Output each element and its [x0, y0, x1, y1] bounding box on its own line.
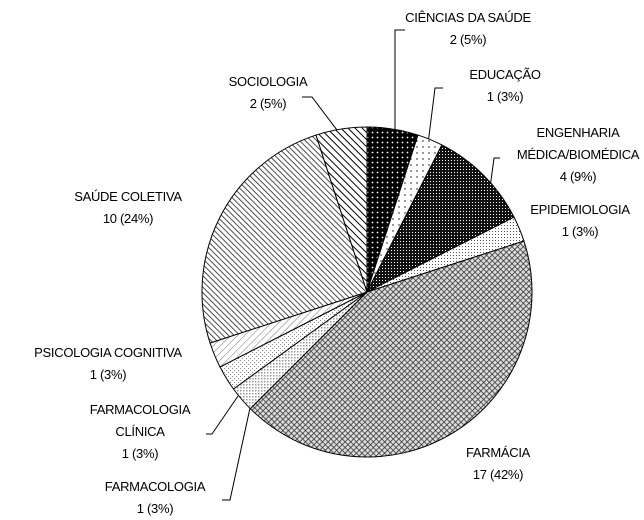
slice-label: EDUCAÇÃO 1 (3%)	[469, 64, 541, 108]
category-name: EDUCAÇÃO	[469, 67, 541, 82]
slice-label: CIÊNCIAS DA SAÚDE 2 (5%)	[405, 7, 531, 51]
pie-slice	[315, 126, 368, 293]
category-name: PSICOLOGIA COGNITIVA	[34, 345, 182, 360]
value-label: 17 (42%)	[472, 467, 524, 482]
value-label: 1 (3%)	[486, 89, 524, 104]
leader-line	[489, 157, 500, 189]
leader-line	[302, 96, 341, 135]
pie-slice	[201, 134, 368, 344]
category-name: CIÊNCIAS DA SAÚDE	[405, 10, 531, 25]
category-name: FARMÁCIA	[465, 445, 531, 460]
value-label: 1 (3%)	[121, 446, 159, 461]
slice-label: FARMACOLOGIA 1 (3%)	[104, 476, 206, 520]
leader-line	[427, 87, 443, 145]
leader-line	[222, 407, 251, 501]
value-label: 2 (5%)	[249, 96, 287, 111]
slices	[201, 126, 533, 458]
slice-label: SAÚDE COLETIVA 10 (24%)	[74, 186, 182, 230]
value-label: 1 (3%)	[136, 501, 174, 516]
value-label: 2 (5%)	[449, 32, 487, 47]
category-name: EPIDEMIOLOGIA	[530, 202, 630, 217]
slice-label: SOCIOLOGIA 2 (5%)	[229, 71, 308, 115]
leader-line	[394, 29, 405, 134]
value-label: 1 (3%)	[89, 367, 127, 382]
category-name: SAÚDE COLETIVA	[74, 189, 182, 204]
category-name: SOCIOLOGIA	[228, 74, 308, 89]
slice-label: FARMACOLOGIA CLÍNICA 1 (3%)	[89, 399, 191, 465]
slice-label: EPIDEMIOLOGIA 1 (3%)	[530, 199, 630, 243]
value-label: 10 (24%)	[102, 211, 154, 226]
category-name: FARMACOLOGIA	[104, 479, 206, 494]
category-name: FARMACOLOGIA CLÍNICA	[89, 402, 191, 439]
value-label: 4 (9%)	[559, 169, 597, 184]
category-name: ENGENHARIA MÉDICA/BIOMÉDICA	[516, 125, 640, 162]
value-label: 1 (3%)	[561, 224, 599, 239]
slice-label: FARMÁCIA 17 (42%)	[466, 442, 530, 486]
slice-label: PSICOLOGIA COGNITIVA 1 (3%)	[34, 342, 182, 386]
pie-slice	[249, 240, 533, 458]
slice-label: ENGENHARIA MÉDICA/BIOMÉDICA 4 (9%)	[516, 122, 640, 188]
pie-slice	[365, 144, 515, 294]
leader-line	[206, 395, 239, 435]
